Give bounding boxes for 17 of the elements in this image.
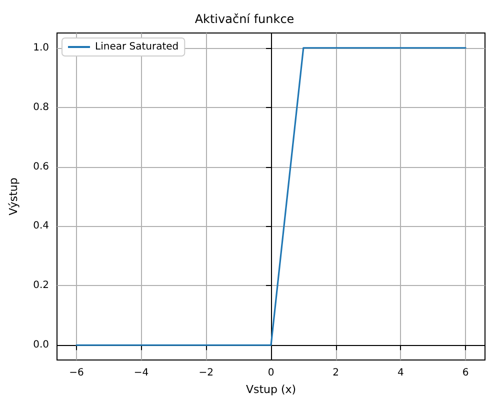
y-tick-label: 0.8 xyxy=(33,102,49,113)
x-tick-label: 6 xyxy=(462,368,469,378)
x-tick-label: 0 xyxy=(268,368,274,378)
y-tick-label: 0.4 xyxy=(33,220,49,232)
y-tick-label: 0.6 xyxy=(33,161,49,172)
x-tick-label: 2 xyxy=(332,368,340,378)
y-tick-label: 0.2 xyxy=(33,280,49,292)
y-axis-title: Výstup xyxy=(7,178,20,216)
chart-title: Aktivační funkce xyxy=(194,12,294,26)
y-tick-label: 1.0 xyxy=(33,42,49,54)
legend-label: Linear Saturated xyxy=(95,42,179,52)
x-axis-title: Vstup (x) xyxy=(246,383,296,396)
y-tick-label: 0.0 xyxy=(33,340,49,351)
x-tick-label: −4 xyxy=(134,368,149,378)
x-tick-label: −6 xyxy=(69,368,84,378)
x-tick-label: 4 xyxy=(398,368,404,378)
x-tick-label: −2 xyxy=(198,368,214,378)
